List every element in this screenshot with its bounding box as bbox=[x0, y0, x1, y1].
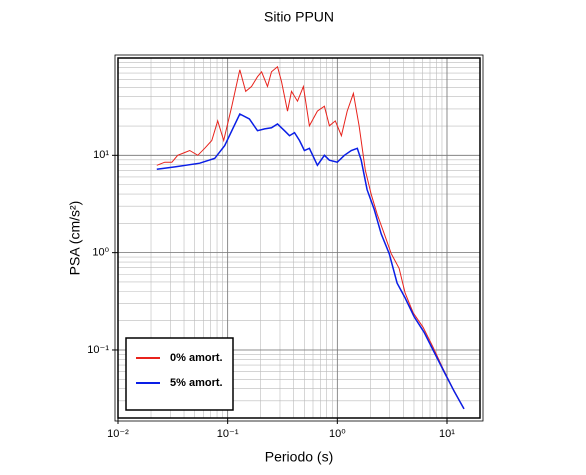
y-tick-label: 10⁰ bbox=[92, 247, 109, 259]
legend-box bbox=[125, 337, 234, 411]
series-line bbox=[156, 65, 465, 410]
legend-label: 0% amort. bbox=[170, 352, 223, 364]
legend: 0% amort. 5% amort. bbox=[125, 337, 234, 411]
x-tick-label: 10¹ bbox=[439, 428, 455, 440]
x-tick-label: 10⁰ bbox=[329, 428, 346, 440]
x-axis-label: Periodo (s) bbox=[265, 449, 333, 465]
legend-label: 5% amort. bbox=[170, 377, 223, 389]
x-tick-label: 10⁻² bbox=[107, 428, 129, 440]
x-tick-label: 10⁻¹ bbox=[217, 428, 239, 440]
series-line bbox=[156, 112, 465, 410]
y-axis-label: PSA (cm/s²) bbox=[67, 201, 83, 276]
y-tick-label: 10¹ bbox=[93, 149, 109, 161]
chart-title: Sitio PPUN bbox=[264, 9, 334, 25]
plot-frame-outer bbox=[114, 54, 484, 422]
y-tick-label: 10⁻¹ bbox=[87, 344, 109, 356]
plot-frame bbox=[117, 57, 481, 419]
